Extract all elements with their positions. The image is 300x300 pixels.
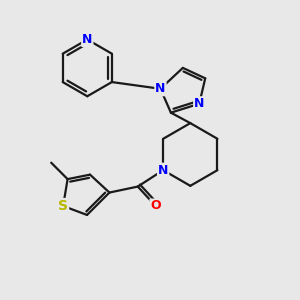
Text: O: O	[150, 200, 161, 212]
Text: N: N	[158, 164, 168, 177]
Text: S: S	[58, 199, 68, 213]
Text: N: N	[155, 82, 166, 95]
Text: N: N	[194, 97, 205, 110]
Text: N: N	[82, 33, 92, 46]
